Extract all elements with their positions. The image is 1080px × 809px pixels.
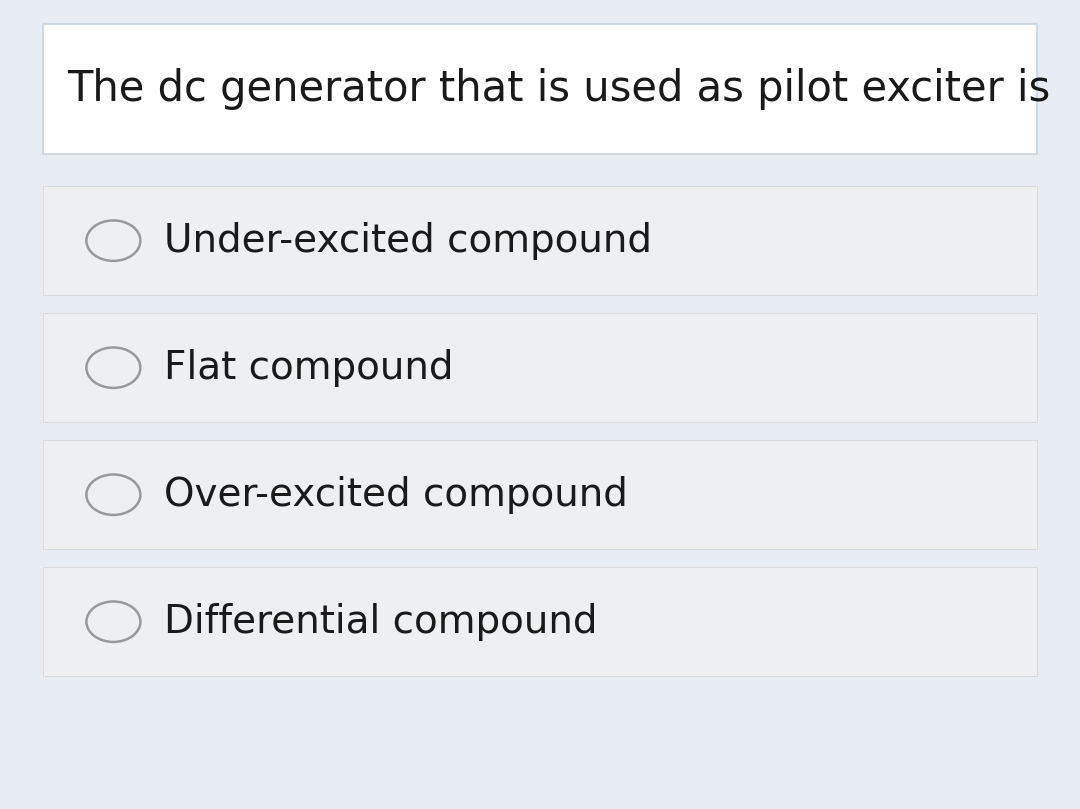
Text: Under-excited compound: Under-excited compound — [164, 222, 652, 260]
FancyBboxPatch shape — [43, 24, 1037, 154]
FancyBboxPatch shape — [43, 440, 1037, 549]
Circle shape — [86, 348, 140, 388]
FancyBboxPatch shape — [43, 186, 1037, 295]
Circle shape — [86, 474, 140, 515]
Text: Over-excited compound: Over-excited compound — [164, 476, 629, 514]
Text: The dc generator that is used as pilot exciter is: The dc generator that is used as pilot e… — [67, 68, 1050, 110]
Text: Differential compound: Differential compound — [164, 603, 597, 641]
FancyBboxPatch shape — [43, 567, 1037, 676]
Circle shape — [86, 221, 140, 261]
Circle shape — [86, 602, 140, 642]
FancyBboxPatch shape — [43, 313, 1037, 422]
Text: Flat compound: Flat compound — [164, 349, 454, 387]
